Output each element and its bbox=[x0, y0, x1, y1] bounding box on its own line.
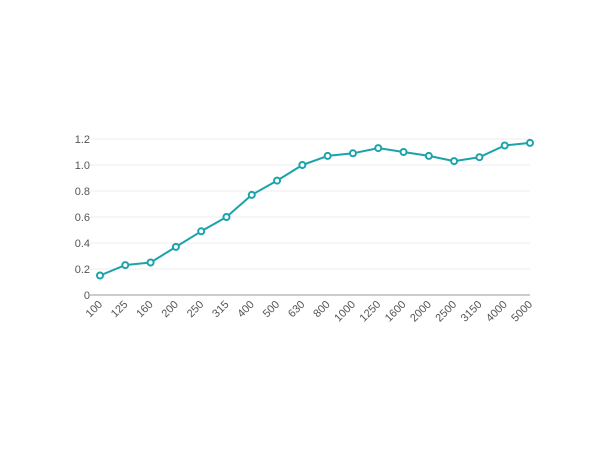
x-axis-tick-labels: 100 125 160 200 250 315 400 500 630 800 1000 1250 16… bbox=[84, 299, 535, 325]
x-tick-label: 4000 bbox=[484, 299, 510, 325]
y-tick-label: 1.0 bbox=[75, 160, 90, 172]
y-tick-label: 0.2 bbox=[75, 264, 90, 276]
data-point[interactable] bbox=[348, 149, 357, 158]
y-tick-label: 0.6 bbox=[75, 212, 90, 224]
x-tick-label: 250 bbox=[185, 299, 206, 320]
data-point[interactable] bbox=[146, 258, 155, 267]
x-tick-label: 500 bbox=[261, 299, 282, 320]
series-layer bbox=[96, 138, 534, 280]
gridlines bbox=[90, 138, 530, 270]
series-line bbox=[99, 141, 531, 277]
data-point[interactable] bbox=[526, 138, 534, 147]
y-tick-label: 0 bbox=[84, 290, 90, 302]
x-tick-label: 2500 bbox=[433, 299, 459, 325]
x-tick-label: 800 bbox=[311, 299, 332, 320]
data-point[interactable] bbox=[374, 144, 383, 153]
y-axis-tick-labels: 0 0.2 0.4 0.6 0.8 1.0 1.2 bbox=[75, 134, 90, 302]
y-tick-label: 1.2 bbox=[75, 134, 90, 146]
y-tick-label: 0.8 bbox=[75, 186, 90, 198]
data-point[interactable] bbox=[475, 153, 484, 162]
data-point[interactable] bbox=[273, 176, 282, 185]
y-tick-label: 0.4 bbox=[75, 238, 90, 250]
data-point[interactable] bbox=[500, 141, 509, 150]
data-point[interactable] bbox=[298, 161, 307, 169]
data-point[interactable] bbox=[171, 242, 180, 251]
data-point[interactable] bbox=[222, 213, 231, 221]
x-tick-label: 1600 bbox=[383, 299, 409, 325]
data-point[interactable] bbox=[197, 227, 206, 236]
x-tick-label: 2000 bbox=[408, 299, 434, 325]
x-tick-label: 125 bbox=[109, 299, 130, 320]
data-point[interactable] bbox=[121, 261, 130, 270]
data-point[interactable] bbox=[399, 148, 408, 156]
data-point[interactable] bbox=[247, 190, 256, 199]
data-point[interactable] bbox=[450, 157, 459, 166]
x-tick-label: 1000 bbox=[332, 299, 358, 325]
data-point[interactable] bbox=[424, 151, 433, 160]
data-point[interactable] bbox=[96, 271, 104, 280]
x-tick-label: 200 bbox=[160, 299, 181, 320]
x-tick-label: 400 bbox=[235, 299, 256, 320]
data-point[interactable] bbox=[323, 151, 332, 160]
x-tick-label: 315 bbox=[210, 299, 231, 320]
x-tick-label: 630 bbox=[286, 299, 307, 320]
x-tick-label: 160 bbox=[134, 299, 155, 320]
x-tick-label: 5000 bbox=[509, 299, 535, 325]
x-tick-label: 1250 bbox=[358, 299, 384, 325]
x-tick-label: 3150 bbox=[459, 299, 485, 325]
